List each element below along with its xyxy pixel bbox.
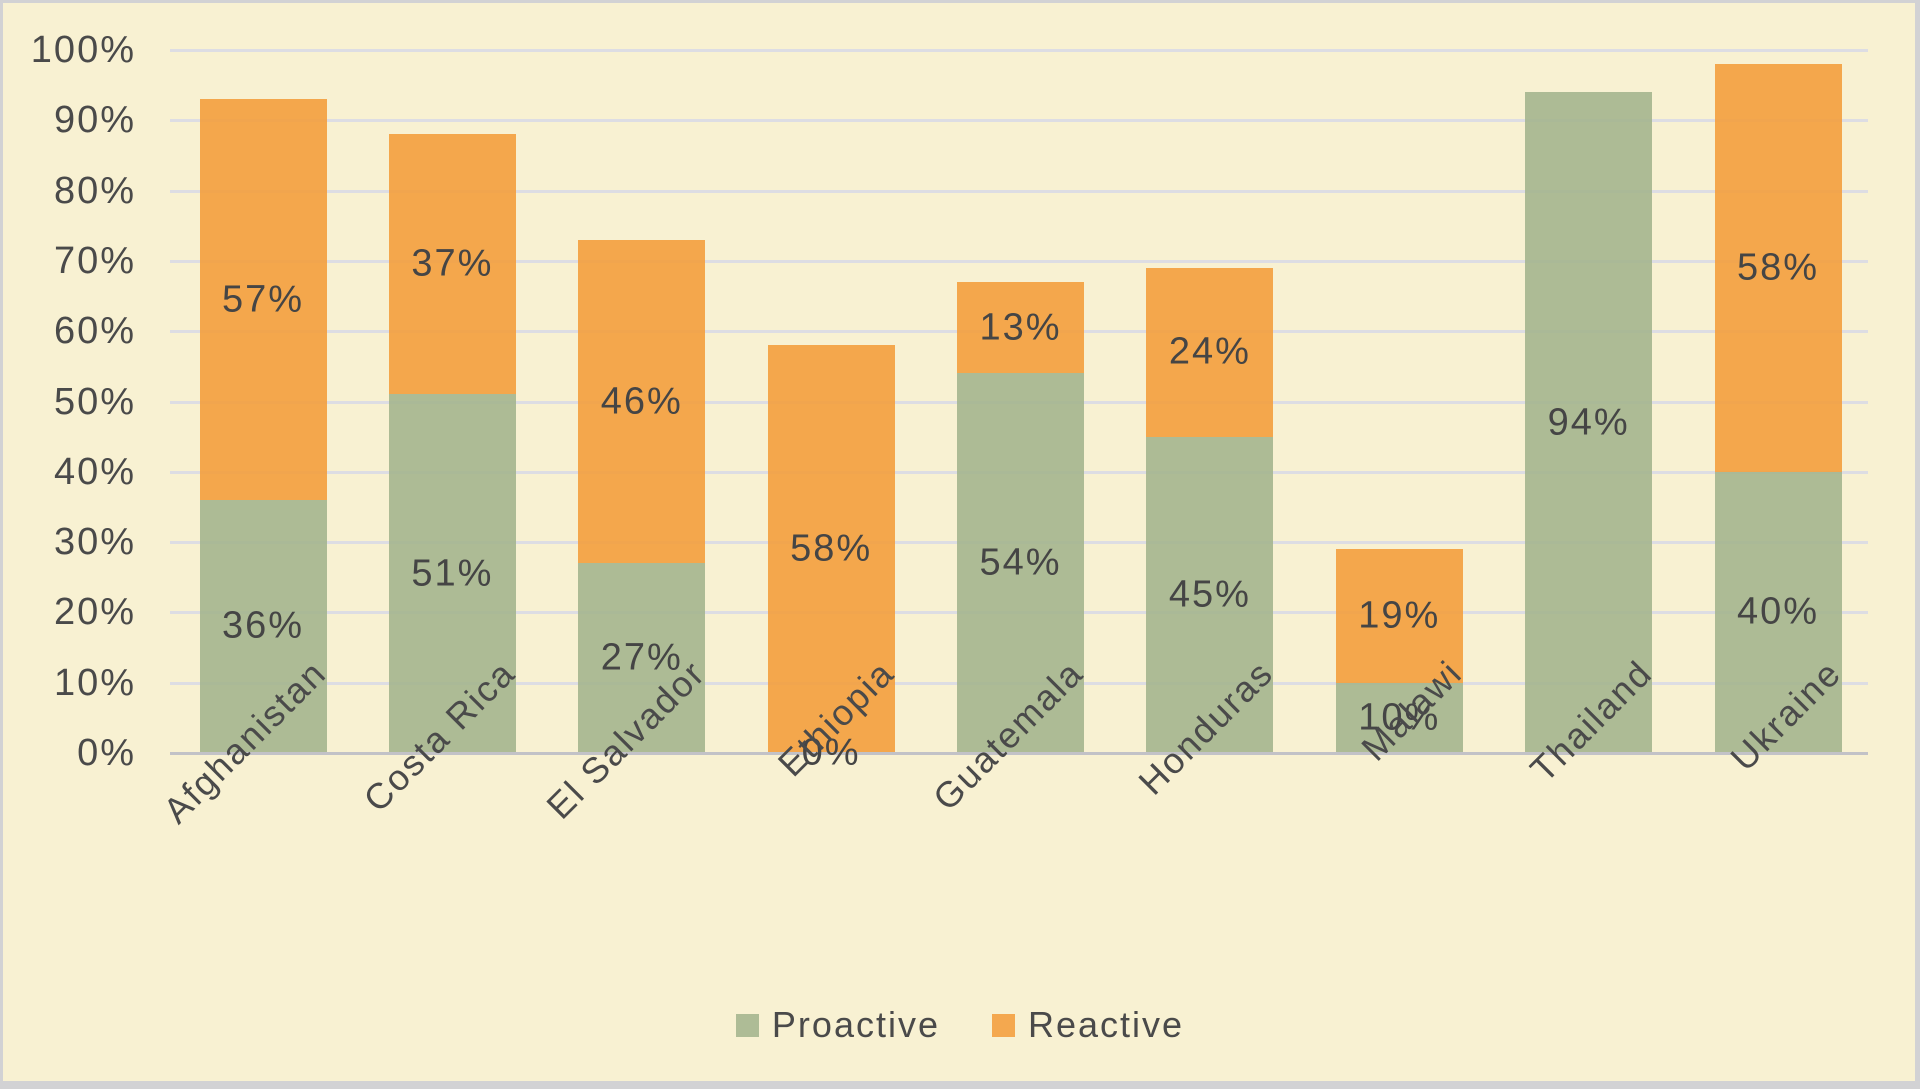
bar-malawi-reactive (1335, 549, 1463, 683)
gridline-90 (170, 119, 1868, 123)
bar-thailand-proactive (1525, 92, 1653, 753)
bar-value-label-malawi-proactive: 10% (1358, 696, 1441, 739)
bar-value-label-afghanistan-proactive: 36% (221, 604, 305, 647)
bar-costa-rica-proactive (388, 394, 516, 753)
bar-value-label-guatemala-proactive: 54% (979, 541, 1062, 584)
y-axis-tick-label-90: 90% (53, 99, 136, 142)
gridline-70 (170, 259, 1868, 263)
bar-value-label-thailand-proactive: 94% (1547, 401, 1630, 444)
frame-border-left (0, 0, 3, 1089)
legend-label-proactive: Proactive (771, 1004, 940, 1045)
bar-value-label-el-salvador-reactive: 46% (600, 380, 683, 422)
y-axis-tick-label-70: 70% (53, 239, 136, 282)
bar-value-label-guatemala-reactive: 13% (979, 306, 1062, 349)
bar-ukraine-reactive (1714, 64, 1842, 472)
bar-value-label-afghanistan-reactive: 57% (221, 278, 305, 321)
bar-afghanistan-proactive (199, 499, 327, 753)
y-axis-tick-label-60: 60% (53, 310, 136, 353)
legend: Proactive Reactive (0, 1004, 1920, 1046)
bar-costa-rica-reactive (388, 134, 516, 395)
legend-swatch-reactive-icon (992, 1013, 1015, 1037)
y-axis-tick-label-80: 80% (53, 169, 136, 212)
bar-guatemala-reactive (957, 281, 1084, 374)
legend-swatch-proactive-icon (735, 1013, 759, 1037)
gridline-100 (170, 49, 1868, 52)
bar-value-label-malawi-reactive: 19% (1358, 594, 1441, 637)
frame-border-top (0, 0, 1920, 3)
bar-value-label-ethiopia-reactive: 58% (790, 527, 873, 570)
legend-label-reactive: Reactive (1028, 1004, 1185, 1045)
bar-el-salvador-proactive (578, 563, 706, 753)
y-axis-tick-label-50: 50% (53, 380, 136, 423)
bar-value-label-ukraine-reactive: 58% (1736, 246, 1820, 289)
bar-malawi-proactive (1335, 682, 1463, 753)
x-axis-line (170, 752, 1868, 755)
bar-honduras-proactive (1146, 436, 1274, 753)
bar-value-label-el-salvador-proactive: 27% (600, 636, 683, 679)
bar-value-label-costa-rica-proactive: 51% (411, 552, 494, 595)
bar-value-label-honduras-reactive: 24% (1168, 330, 1251, 373)
bar-value-label-ethiopia-proactive: 0% (801, 731, 861, 774)
y-axis-tick-label-0: 0% (77, 732, 136, 774)
y-axis-tick-label-40: 40% (53, 450, 136, 493)
frame-border-bottom (0, 1081, 1920, 1089)
y-axis-tick-label-10: 10% (53, 661, 136, 704)
y-axis-tick-label-20: 20% (53, 591, 136, 634)
bar-value-label-costa-rica-reactive: 37% (411, 242, 494, 285)
frame-border-right (1915, 0, 1920, 1089)
y-axis-tick-label-100: 100% (30, 29, 136, 71)
y-axis-tick-label-30: 30% (53, 521, 136, 564)
legend-item-proactive: Proactive (735, 1004, 940, 1046)
gridline-80 (170, 189, 1868, 193)
bar-el-salvador-reactive (578, 239, 706, 564)
bar-ethiopia-reactive (767, 345, 895, 753)
bar-honduras-reactive (1146, 267, 1274, 437)
bar-ukraine-proactive (1714, 471, 1842, 753)
legend-item-reactive: Reactive (992, 1004, 1184, 1046)
bar-afghanistan-reactive (199, 99, 327, 500)
bar-value-label-honduras-proactive: 45% (1168, 573, 1251, 616)
bar-guatemala-proactive (957, 373, 1084, 753)
bar-value-label-ukraine-proactive: 40% (1736, 590, 1820, 633)
